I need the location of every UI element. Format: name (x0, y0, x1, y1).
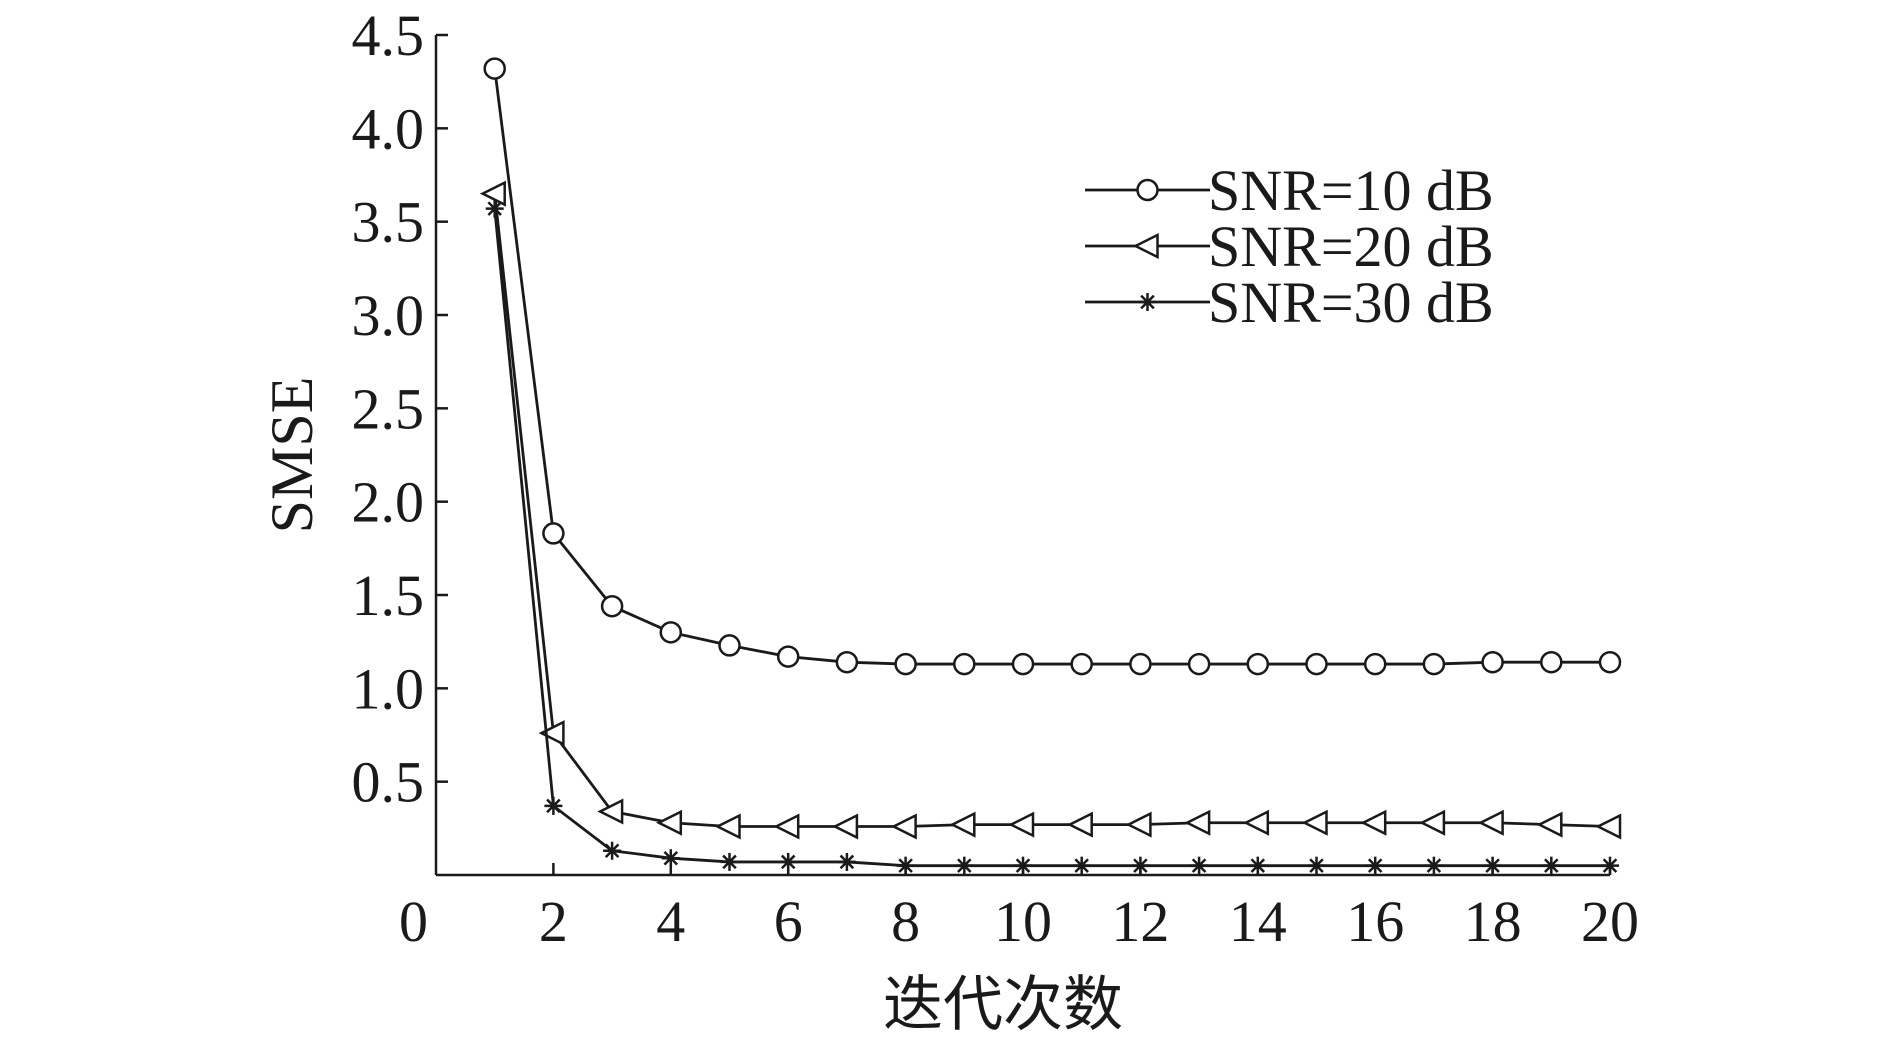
data-point (1243, 809, 1270, 836)
data-point (1422, 652, 1446, 676)
data-point (1008, 811, 1035, 838)
data-point (1246, 652, 1270, 676)
y-tick-label: 4.5 (352, 3, 425, 68)
data-point (1483, 856, 1502, 875)
data-point (955, 856, 974, 875)
legend-item: SNR=30 dB (1085, 270, 1494, 335)
data-point (1424, 856, 1443, 875)
data-point (1190, 856, 1209, 875)
data-point (483, 57, 506, 80)
data-point (1481, 650, 1504, 674)
data-point (1540, 650, 1563, 674)
y-tick-label: 1.5 (352, 563, 425, 628)
data-point (1248, 856, 1267, 875)
data-point (896, 856, 915, 875)
data-point (1014, 856, 1032, 875)
data-point (1129, 652, 1152, 676)
data-point (837, 852, 856, 871)
series-1 (483, 57, 1622, 676)
data-point (1601, 856, 1619, 875)
data-point (538, 720, 565, 747)
legend-marker (1136, 178, 1159, 202)
data-point (1187, 652, 1211, 676)
axis-ticks: 0.5 1.0 1.5 2.0 2.5 3.0 3.5 4.0 4.5 0 2 4 6 8 10 12 14 16… (352, 3, 1640, 954)
data-point (1070, 652, 1093, 676)
data-point (1598, 650, 1622, 674)
x-tick-label: 14 (1229, 889, 1287, 954)
data-point (949, 811, 976, 838)
data-point (1011, 652, 1035, 676)
x-tick-label: 4 (656, 889, 685, 954)
data-point (1301, 809, 1328, 836)
data-point (1131, 856, 1150, 875)
data-point (832, 813, 859, 840)
x-tick-label: 2 (539, 889, 568, 954)
data-point (542, 522, 565, 545)
x-tick-label: 10 (994, 889, 1052, 954)
series-line (493, 208, 1610, 868)
x-tick-label: 20 (1581, 889, 1639, 954)
x-axis-title: 迭代次数 (883, 972, 1123, 1038)
data-point (659, 621, 683, 644)
data-point (890, 813, 917, 840)
y-tick-label: 2.0 (352, 470, 425, 535)
x-tick-label: 16 (1346, 889, 1404, 954)
data-point (718, 634, 741, 657)
data-point (1363, 652, 1387, 676)
data-point (661, 849, 680, 868)
data-point (720, 852, 739, 871)
data-point (773, 813, 800, 840)
legend-item: SNR=20 dB (1085, 214, 1494, 279)
data-point (1595, 813, 1622, 840)
data-point (714, 813, 741, 840)
y-axis-title: SMSE (259, 377, 325, 534)
data-point (1360, 809, 1387, 836)
data-point (779, 852, 798, 871)
y-tick-label: 0.5 (352, 750, 425, 815)
data-point (479, 180, 506, 207)
legend-marker (1138, 293, 1157, 311)
data-point (894, 652, 917, 676)
data-point (1366, 856, 1385, 875)
data-point (597, 798, 624, 825)
y-tick-label: 1.0 (352, 656, 425, 721)
legend-label: SNR=30 dB (1208, 270, 1494, 335)
data-point (656, 809, 683, 836)
data-point (603, 841, 622, 860)
y-tick-label: 3.0 (352, 283, 425, 348)
legend-label: SNR=20 dB (1208, 214, 1494, 279)
legend-item: SNR=10 dB (1085, 158, 1494, 223)
series-2 (479, 180, 1622, 840)
data-point (776, 645, 800, 668)
data-point (1419, 809, 1446, 836)
data-point (1542, 856, 1561, 875)
data-point (1066, 811, 1093, 838)
data-point (1125, 811, 1152, 838)
data-point (1305, 652, 1328, 676)
data-point (1307, 856, 1326, 875)
data-point (1477, 809, 1504, 836)
y-tick-label: 2.5 (352, 376, 425, 441)
x-tick-label: 8 (891, 889, 920, 954)
legend-marker (1132, 232, 1159, 260)
legend-label: SNR=10 dB (1208, 158, 1494, 223)
x-tick-label: 18 (1464, 889, 1522, 954)
y-tick-label: 3.5 (352, 190, 425, 255)
data-point (544, 796, 563, 815)
series-3 (485, 199, 1619, 875)
data-point (953, 652, 976, 676)
y-tick-label: 4.0 (352, 96, 425, 161)
data-point (485, 199, 504, 218)
x-tick-label: 12 (1111, 889, 1169, 954)
data-point (835, 650, 859, 674)
x-tick-label: 0 (399, 889, 428, 954)
data-point (1184, 809, 1211, 836)
data-point (600, 594, 624, 618)
data-point (1072, 856, 1091, 875)
x-tick-label: 6 (774, 889, 803, 954)
plot-series (479, 57, 1622, 875)
data-point (1536, 811, 1563, 838)
